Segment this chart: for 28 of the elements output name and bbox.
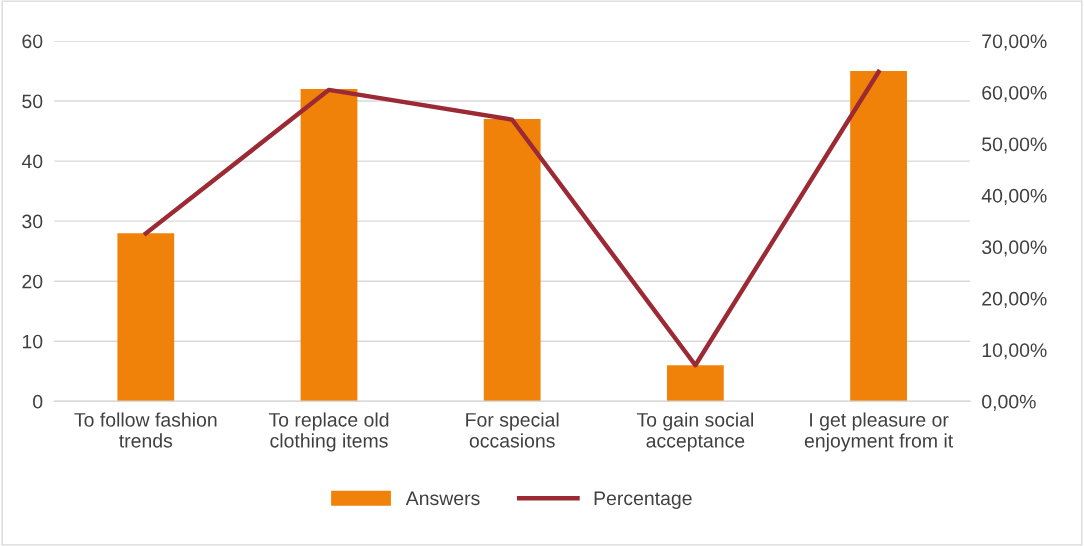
y2-tick-label: 30,00% bbox=[982, 240, 1047, 257]
legend-label: Percentage bbox=[594, 491, 692, 510]
bar bbox=[850, 70, 907, 402]
y2-tick-label: 20,00% bbox=[982, 291, 1047, 308]
y2-tick-label: 40,00% bbox=[981, 188, 1047, 205]
y2-tick-label: 0,00% bbox=[982, 394, 1036, 411]
line-series bbox=[143, 69, 881, 368]
bar bbox=[300, 89, 358, 402]
x-tick-label: To follow fashion trends bbox=[74, 412, 217, 448]
legend-label: Answers bbox=[405, 491, 480, 506]
y-tick-label: 60 bbox=[22, 34, 43, 49]
y2-tick-label: 60,00% bbox=[982, 85, 1047, 102]
x-tick-label: To gain social acceptance bbox=[636, 412, 753, 452]
y2-tick-label: 50,00% bbox=[982, 137, 1047, 154]
y-tick-label: 40 bbox=[21, 154, 43, 169]
y-tick-label: 0 bbox=[33, 394, 43, 409]
bar bbox=[117, 233, 175, 402]
bar bbox=[666, 365, 724, 402]
x-tick-label: For special occasions bbox=[466, 412, 559, 448]
y2-tick-label: 70,00% bbox=[982, 34, 1047, 51]
bar bbox=[483, 119, 541, 402]
x-tick-label: I get pleasure or enjoyment from it bbox=[804, 412, 954, 452]
y2-tick-label: 10,00% bbox=[982, 343, 1047, 360]
y-tick-label: 50 bbox=[22, 94, 43, 109]
y-tick-label: 30 bbox=[22, 214, 43, 229]
y-tick-label: 10 bbox=[22, 334, 43, 349]
y-tick-label: 20 bbox=[22, 274, 43, 289]
x-tick-label: To replace old clothing items bbox=[268, 412, 389, 452]
